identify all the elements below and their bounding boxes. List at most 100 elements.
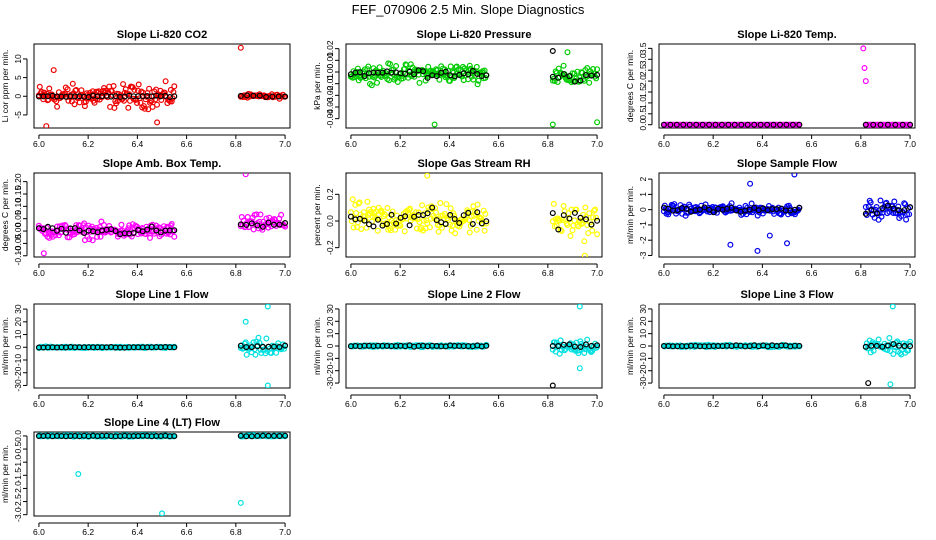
data-point — [873, 210, 880, 217]
x-tick-label: 6.8 — [230, 268, 242, 278]
data-point — [381, 211, 388, 218]
y-tick-label: 10 — [325, 329, 335, 339]
y-tick-label: -10 — [13, 354, 23, 367]
y-tick-label: -0.03 — [325, 97, 335, 117]
data-point — [140, 103, 147, 110]
y-tick-label: 0.5 — [638, 108, 648, 120]
data-point — [573, 206, 580, 213]
x-tick-label: 6.2 — [707, 399, 719, 409]
data-point — [727, 241, 734, 248]
x-tick-label: 6.8 — [855, 399, 867, 409]
x-tick-label: 6.8 — [230, 139, 242, 149]
data-point — [902, 201, 909, 208]
data-point — [252, 351, 259, 358]
x-tick-label: 6.6 — [806, 139, 818, 149]
data-point — [754, 212, 761, 219]
x-tick-label: 6.2 — [707, 139, 719, 149]
data-point — [426, 224, 433, 231]
data-point — [583, 213, 590, 220]
data-point — [171, 344, 178, 351]
data-point — [673, 121, 680, 128]
data-point — [710, 209, 717, 216]
y-tick-label: -1 — [638, 221, 648, 229]
data-point — [555, 226, 562, 233]
data-point — [54, 103, 61, 110]
data-point — [706, 206, 713, 213]
data-point — [560, 71, 567, 78]
y-tick-label: -1.0 — [13, 455, 23, 470]
data-point — [269, 93, 276, 100]
y-axis-label: ml/min per min. — [0, 317, 10, 375]
panel-title: Slope Amb. Box Temp. — [103, 158, 222, 170]
x-tick-label: 7.0 — [279, 139, 291, 149]
y-tick-label: 2 — [638, 176, 648, 181]
data-point — [243, 351, 250, 358]
plot-frame — [658, 43, 916, 129]
data-point — [751, 121, 758, 128]
y-tick-label: -10 — [638, 352, 648, 365]
data-point — [374, 227, 381, 234]
data-point — [396, 222, 403, 229]
data-point — [171, 83, 178, 90]
data-point — [725, 121, 732, 128]
y-tick-label: 20 — [325, 316, 335, 326]
data-point — [276, 344, 283, 351]
data-point — [441, 210, 448, 217]
chart-panel: Slope Line 1 Flow 6.0 6.2 6.4 6.6 6.8 7.0 -30-2… — [0, 289, 291, 409]
data-point — [263, 335, 270, 342]
data-point — [456, 223, 463, 230]
data-point — [456, 220, 463, 227]
data-point — [49, 225, 56, 232]
data-point — [431, 121, 438, 128]
y-tick-label: 3.5 — [638, 42, 648, 54]
data-point — [259, 343, 266, 350]
data-point — [466, 229, 473, 236]
data-point — [680, 121, 687, 128]
data-point — [566, 341, 573, 348]
x-tick-label: 6.0 — [33, 268, 45, 278]
data-point — [567, 340, 574, 347]
data-point — [571, 209, 578, 216]
data-point — [728, 204, 735, 211]
data-point — [370, 223, 377, 230]
data-point — [550, 200, 557, 207]
y-tick-label: 0.10 — [13, 198, 23, 215]
data-point — [671, 201, 678, 208]
x-tick-label: 6.0 — [345, 139, 357, 149]
data-point — [478, 220, 485, 227]
data-point — [442, 68, 449, 75]
x-tick-label: 7.0 — [591, 139, 603, 149]
x-tick-label: 6.4 — [756, 139, 768, 149]
chart-panel: Slope Line 4 (LT) Flow 6.0 6.2 6.4 6.6 6.8 7.0… — [0, 417, 291, 537]
data-point — [558, 228, 565, 235]
data-point — [862, 121, 869, 128]
data-point — [384, 205, 391, 212]
chart-panel: Slope Line 2 Flow 6.0 6.2 6.4 6.6 6.8 7.0 -30-2… — [312, 289, 603, 409]
data-point — [146, 85, 153, 92]
data-point — [586, 79, 593, 86]
data-point — [36, 83, 43, 90]
data-point — [702, 201, 709, 208]
data-point — [591, 207, 598, 214]
x-tick-label: 6.2 — [394, 139, 406, 149]
data-point — [81, 230, 88, 237]
data-point — [564, 222, 571, 229]
data-point — [43, 123, 50, 128]
data-point — [112, 228, 119, 235]
data-point — [406, 205, 413, 212]
plot-frame — [658, 303, 916, 389]
data-point — [581, 238, 588, 245]
plot-frame — [658, 172, 916, 258]
data-point — [473, 63, 480, 70]
x-tick-label: 6.8 — [230, 399, 242, 409]
figure-title: FEF_070906 2.5 Min. Slope Diagnostics — [352, 2, 585, 17]
data-point — [78, 87, 85, 94]
x-tick-label: 6.6 — [181, 139, 193, 149]
panel-title: Slope Li-820 Pressure — [417, 29, 532, 41]
x-tick-label: 6.4 — [756, 268, 768, 278]
chart-panel: Slope Gas Stream RH 6.0 6.2 6.4 6.6 6.8 7.0 -0.… — [312, 158, 603, 278]
data-point — [766, 232, 773, 239]
data-point — [447, 63, 454, 70]
data-point — [903, 216, 910, 223]
data-point — [402, 213, 409, 220]
